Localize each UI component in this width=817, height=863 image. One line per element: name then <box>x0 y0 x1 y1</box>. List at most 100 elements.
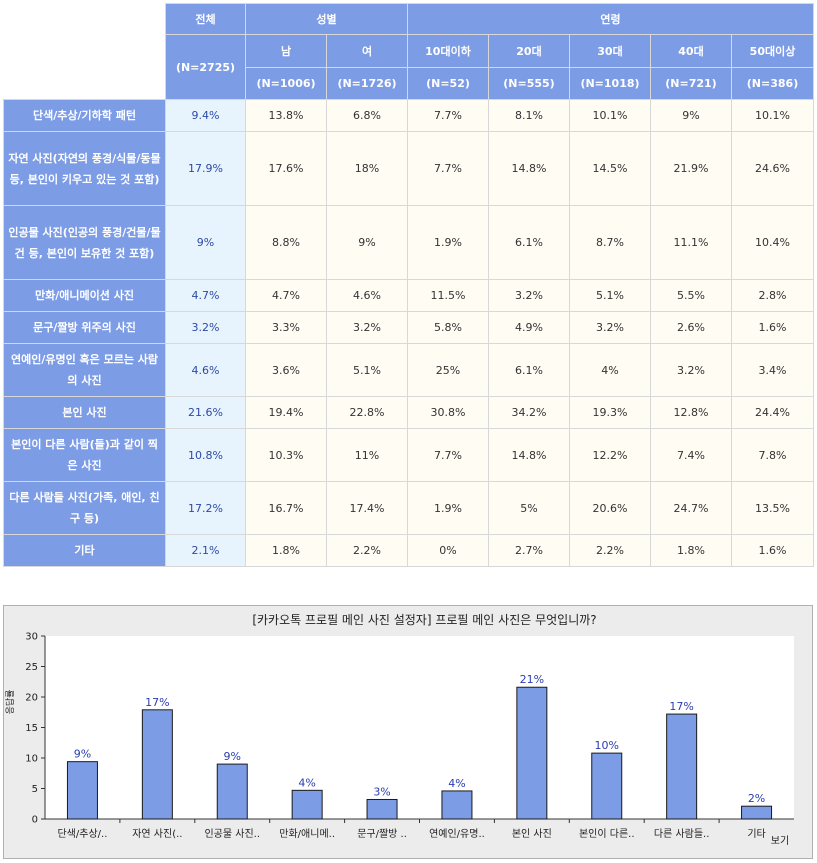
header-total-n: (N=2725) <box>165 34 246 100</box>
bar <box>291 789 323 820</box>
value-cell: 6.1% <box>488 343 570 397</box>
value-cell: 12.8% <box>650 396 732 429</box>
value-cell: 7.7% <box>407 131 489 206</box>
total-cell: 17.9% <box>165 131 246 206</box>
value-cell: 5.8% <box>407 311 489 344</box>
row-label: 만화/애니메이션 사진 <box>3 279 166 312</box>
value-cell: 3.2% <box>488 279 570 312</box>
data-label: 9% <box>74 748 91 761</box>
total-cell: 2.1% <box>165 534 246 567</box>
header-total: 전체 <box>165 3 246 35</box>
table-row: 문구/짤방 위주의 사진 3.2% 3.3% 3.2% 5.8% 4.9% 3.2% 2.6%… <box>3 311 815 344</box>
row-label: 문구/짤방 위주의 사진 <box>3 311 166 344</box>
y-tick-label: 10 <box>25 754 38 765</box>
table-row: 연예인/유명인 혹은 모르는 사람의 사진 4.6% 3.6% 5.1% 25% 6.1%… <box>3 343 815 397</box>
value-cell: 7.4% <box>650 428 732 482</box>
header-sub-40s: 40대 <box>650 34 732 68</box>
value-cell: 13.5% <box>730 481 815 535</box>
value-cell: 1.8% <box>650 534 732 567</box>
bar <box>216 763 248 820</box>
value-cell: 7.7% <box>407 99 489 132</box>
y-tick-label: 15 <box>25 723 38 734</box>
bar <box>741 805 773 820</box>
bar <box>516 686 548 820</box>
value-cell: 5.5% <box>650 279 732 312</box>
table-row: 본인 사진 21.6% 19.4% 22.8% 30.8% 34.2% 19.3% 12.8%… <box>3 396 815 429</box>
bar <box>666 713 698 820</box>
value-cell: 1.6% <box>730 311 815 344</box>
value-cell: 6.8% <box>326 99 408 132</box>
row-label: 본인 사진 <box>3 396 166 429</box>
value-cell: 1.9% <box>407 481 489 535</box>
value-cell: 0% <box>407 534 489 567</box>
value-cell: 3.2% <box>569 311 651 344</box>
value-cell: 6.1% <box>488 205 570 280</box>
bar <box>591 752 623 820</box>
value-cell: 4.9% <box>488 311 570 344</box>
value-cell: 10.1% <box>569 99 651 132</box>
x-tick-label: 본인이 다른.. <box>579 828 635 840</box>
total-cell: 3.2% <box>165 311 246 344</box>
corner-cell <box>3 3 166 100</box>
value-cell: 1.9% <box>407 205 489 280</box>
value-cell: 12.2% <box>569 428 651 482</box>
y-tick-label: 5 <box>32 784 38 795</box>
value-cell: 3.2% <box>650 343 732 397</box>
value-cell: 24.4% <box>730 396 815 429</box>
value-cell: 11.1% <box>650 205 732 280</box>
value-cell: 1.6% <box>730 534 815 567</box>
value-cell: 10.1% <box>730 99 815 132</box>
total-cell: 4.7% <box>165 279 246 312</box>
data-label: 3% <box>373 785 390 798</box>
value-cell: 17.4% <box>326 481 408 535</box>
header-n-male: (N=1006) <box>245 67 327 100</box>
value-cell: 2.2% <box>326 534 408 567</box>
row-label: 단색/추상/기하학 패턴 <box>3 99 166 132</box>
table-row: 단색/추상/기하학 패턴 9.4% 13.8% 6.8% 7.7% 8.1% 10.1% 9%… <box>3 99 815 132</box>
value-cell: 3.2% <box>326 311 408 344</box>
table-row: 다른 사람들 사진(가족, 애인, 친구 등) 17.2% 16.7% 17.4% 1.… <box>3 481 815 535</box>
x-tick-label: 다른 사람들.. <box>654 827 710 840</box>
value-cell: 22.8% <box>326 396 408 429</box>
value-cell: 14.5% <box>569 131 651 206</box>
value-cell: 34.2% <box>488 396 570 429</box>
header-gender: 성별 <box>245 3 408 35</box>
value-cell: 20.6% <box>569 481 651 535</box>
value-cell: 11.5% <box>407 279 489 312</box>
table-row: 인공물 사진(인공의 풍경/건물/물건 등, 본인이 보유한 것 포함) 9% 8.… <box>3 205 815 280</box>
value-cell: 2.2% <box>569 534 651 567</box>
data-label: 21% <box>520 673 544 686</box>
data-label: 4% <box>448 777 465 790</box>
value-cell: 3.3% <box>245 311 327 344</box>
header-n-female: (N=1726) <box>326 67 408 100</box>
value-cell: 14.8% <box>488 428 570 482</box>
data-label: 17% <box>669 700 693 713</box>
value-cell: 11% <box>326 428 408 482</box>
total-cell: 10.8% <box>165 428 246 482</box>
x-tick-label: 기타 <box>747 828 765 840</box>
bar <box>141 709 173 820</box>
value-cell: 9% <box>326 205 408 280</box>
header-sub-20s: 20대 <box>488 34 570 68</box>
header-sub-female: 여 <box>326 34 408 68</box>
header-sub-30s: 30대 <box>569 34 651 68</box>
value-cell: 2.7% <box>488 534 570 567</box>
value-cell: 8.1% <box>488 99 570 132</box>
y-tick-label: 25 <box>25 662 38 673</box>
table-row: 본인이 다른 사람(들)과 같이 찍은 사진 10.8% 10.3% 11% 7.7% 1… <box>3 428 815 482</box>
value-cell: 10.3% <box>245 428 327 482</box>
total-cell: 4.6% <box>165 343 246 397</box>
value-cell: 5.1% <box>569 279 651 312</box>
value-cell: 30.8% <box>407 396 489 429</box>
table-row: 자연 사진(자연의 풍경/식물/동물 등, 본인이 키우고 있는 것 포함) 17… <box>3 131 815 206</box>
data-label: 2% <box>748 792 765 805</box>
header-n-40s: (N=721) <box>650 67 732 100</box>
value-cell: 2.6% <box>650 311 732 344</box>
header-sub-teens: 10대이하 <box>407 34 489 68</box>
row-label: 다른 사람들 사진(가족, 애인, 친구 등) <box>3 481 166 535</box>
total-cell: 17.2% <box>165 481 246 535</box>
value-cell: 7.8% <box>730 428 815 482</box>
value-cell: 5.1% <box>326 343 408 397</box>
bar <box>366 798 398 820</box>
row-label: 기타 <box>3 534 166 567</box>
